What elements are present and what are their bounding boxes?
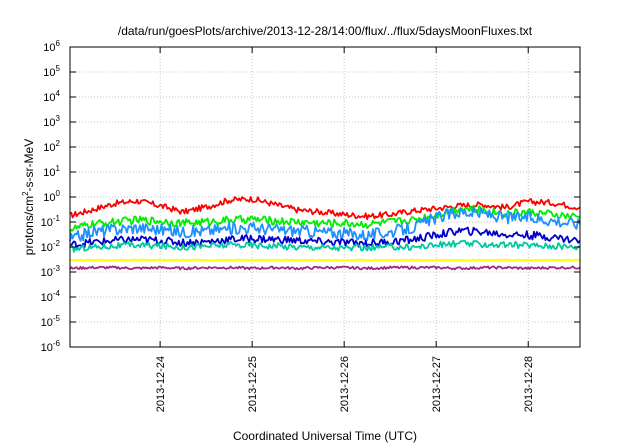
- y-tick-label-exp: -2: [53, 239, 61, 248]
- series-layer: [69, 195, 581, 271]
- y-tick-label-exp: -6: [53, 339, 61, 348]
- y-tick-label: 10-5: [41, 314, 61, 329]
- y-tick-label: 101: [43, 164, 60, 179]
- y-axis-label-sup: 2: [21, 191, 30, 196]
- x-tick-label: 2013-12-27: [431, 356, 443, 412]
- y-tick-label: 10-2: [41, 239, 61, 254]
- y-tick-label-exp: 5: [56, 64, 61, 73]
- y-tick-label-exp: 2: [56, 139, 61, 148]
- y-tick-label: 105: [43, 64, 60, 79]
- y-axis-label-prefix: protons/cm: [22, 196, 36, 255]
- y-tick-label-base: 10: [43, 142, 55, 154]
- y-tick-label: 104: [43, 89, 60, 104]
- x-tick-label: 2013-12-28: [523, 356, 535, 412]
- y-tick-label: 102: [43, 139, 60, 154]
- y-tick-label-exp: 0: [56, 189, 61, 198]
- series-line: [69, 226, 581, 250]
- y-axis-ticks: 10-610-510-410-310-210-11001011021031041…: [41, 39, 580, 354]
- y-tick-label-base: 10: [43, 192, 55, 204]
- y-tick-label-base: 10: [41, 342, 53, 354]
- x-axis-label: Coordinated Universal Time (UTC): [233, 429, 417, 443]
- grid: [70, 47, 580, 347]
- series-line: [69, 239, 581, 253]
- y-tick-label-base: 10: [43, 167, 55, 179]
- series-line: [69, 265, 581, 271]
- x-tick-label: 2013-12-24: [155, 356, 167, 412]
- y-tick-label-base: 10: [43, 67, 55, 79]
- x-axis-ticks: 2013-12-24 2013-12-25 2013-12-26 2013-12-27…: [155, 47, 535, 412]
- y-tick-label-exp: -5: [53, 314, 61, 323]
- y-tick-label-exp: -1: [53, 214, 61, 223]
- chart-title: /data/run/goesPlots/archive/2013-12-28/1…: [118, 24, 533, 38]
- series-line: [69, 195, 581, 221]
- y-tick-label: 10-6: [41, 339, 61, 354]
- y-tick-label-base: 10: [41, 317, 53, 329]
- y-tick-label: 10-3: [41, 264, 61, 279]
- y-tick-label-base: 10: [43, 42, 55, 54]
- y-tick-label: 103: [43, 114, 60, 129]
- y-axis-label-suffix: -s-sr-MeV: [22, 139, 36, 192]
- y-tick-label: 106: [43, 39, 60, 54]
- y-tick-label-exp: 3: [56, 114, 61, 123]
- y-axis-label: protons/cm2-s-sr-MeV: [21, 139, 36, 255]
- y-tick-label: 10-4: [41, 289, 61, 304]
- y-tick-label-exp: -3: [53, 264, 61, 273]
- series-line: [69, 206, 581, 242]
- y-tick-label-exp: 4: [56, 89, 61, 98]
- y-tick-label-base: 10: [41, 267, 53, 279]
- y-tick-label: 100: [43, 189, 60, 204]
- series-line: [69, 258, 581, 262]
- y-tick-label-base: 10: [43, 92, 55, 104]
- y-tick-label-base: 10: [43, 117, 55, 129]
- x-tick-label: 2013-12-25: [247, 356, 259, 412]
- y-tick-label-base: 10: [41, 217, 53, 229]
- y-tick-label-base: 10: [41, 242, 53, 254]
- y-tick-label-base: 10: [41, 292, 53, 304]
- y-tick-label-exp: -4: [53, 289, 61, 298]
- y-tick-label-exp: 6: [56, 39, 61, 48]
- x-tick-label: 2013-12-26: [339, 356, 351, 412]
- y-tick-label-exp: 1: [56, 164, 61, 173]
- y-tick-label: 10-1: [41, 214, 61, 229]
